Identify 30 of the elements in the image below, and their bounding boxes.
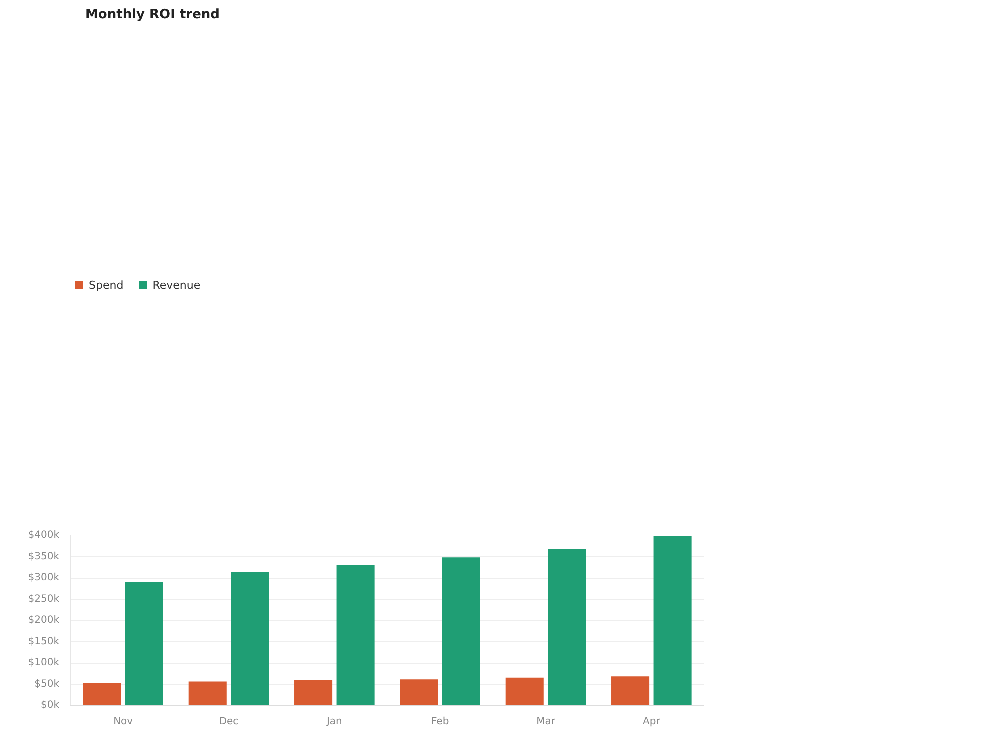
chart-title: Monthly ROI trend xyxy=(86,8,220,22)
bar xyxy=(188,682,227,706)
bar xyxy=(83,683,122,706)
legend-label: Spend xyxy=(89,278,124,292)
y-tick-label: $0k xyxy=(40,700,60,711)
y-tick-label: $250k xyxy=(28,594,60,605)
bar xyxy=(231,572,270,706)
bar xyxy=(506,678,544,706)
x-tick-label: Feb xyxy=(431,716,450,728)
bar xyxy=(294,680,333,706)
x-tick-label: Dec xyxy=(219,716,239,728)
x-tick-label: Jan xyxy=(326,716,342,728)
x-tick-label: Apr xyxy=(643,716,662,728)
y-tick-label: $300k xyxy=(28,572,60,584)
legend-label: Revenue xyxy=(152,278,201,292)
bar xyxy=(442,558,480,706)
y-tick-label: $50k xyxy=(34,678,60,690)
bar xyxy=(548,549,586,706)
bar xyxy=(400,680,438,706)
x-tick-label: Mar xyxy=(536,716,556,728)
y-tick-label: $100k xyxy=(28,658,60,668)
bar xyxy=(336,565,375,706)
x-tick-label: Nov xyxy=(114,716,134,728)
y-tick-label: $150k xyxy=(28,636,60,648)
bar xyxy=(654,536,692,706)
y-tick-label: $350k xyxy=(28,551,60,562)
y-tick-label: $200k xyxy=(28,615,60,626)
bar xyxy=(125,582,164,706)
bar xyxy=(612,676,650,706)
y-tick-label: $400k xyxy=(28,530,60,541)
